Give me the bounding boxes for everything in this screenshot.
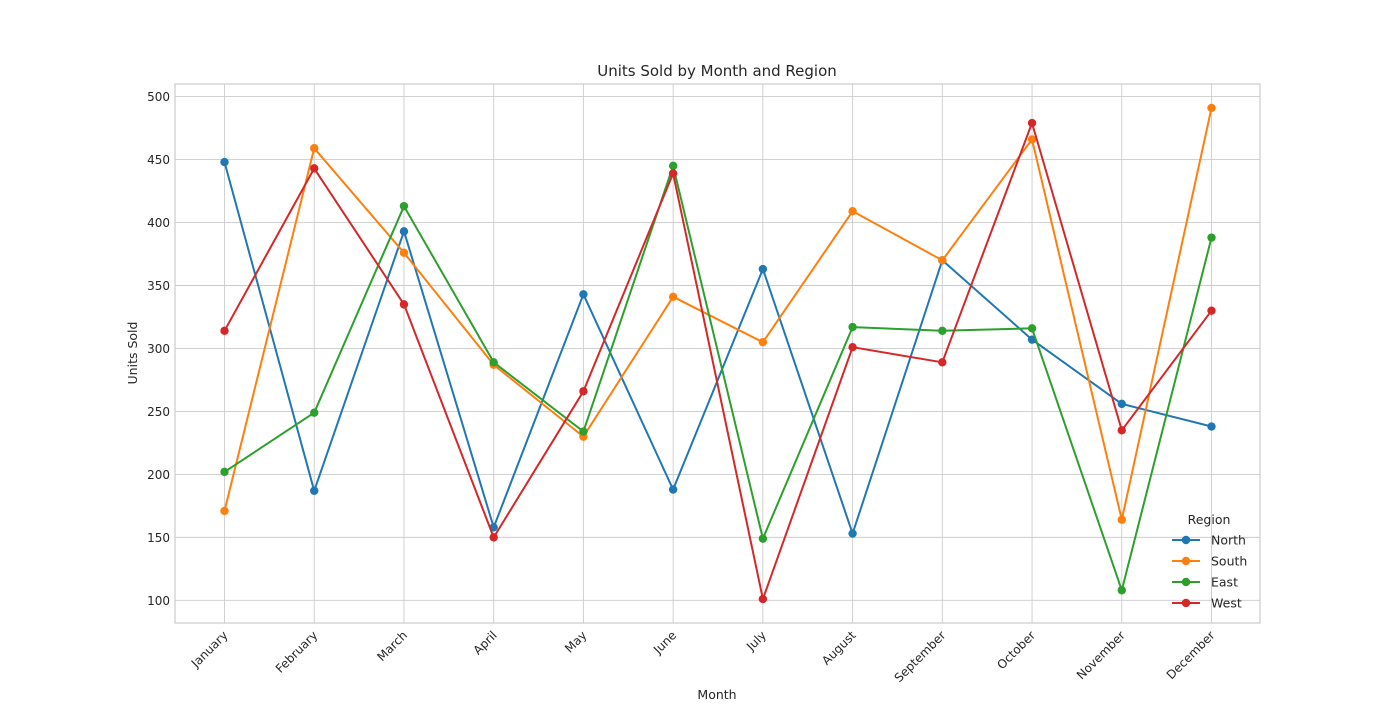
data-point bbox=[579, 427, 588, 436]
series-line bbox=[223, 164, 1213, 592]
x-tick-label: July bbox=[743, 628, 769, 654]
series-line bbox=[223, 107, 1213, 521]
data-point bbox=[1117, 426, 1126, 435]
data-point bbox=[399, 201, 409, 211]
y-tick-label: 450 bbox=[147, 153, 170, 167]
data-point bbox=[668, 161, 678, 171]
x-tick-label: March bbox=[374, 628, 410, 664]
data-point bbox=[399, 300, 409, 309]
data-point bbox=[938, 358, 947, 367]
data-point bbox=[758, 594, 768, 604]
legend-label: North bbox=[1211, 533, 1246, 548]
data-point bbox=[579, 290, 588, 299]
data-point bbox=[1027, 135, 1037, 144]
data-point bbox=[220, 467, 229, 477]
legend-label: South bbox=[1211, 554, 1247, 569]
y-axis-ticks: 100 150 200 250 300 350 400 450 500 bbox=[147, 90, 170, 608]
data-point bbox=[848, 322, 857, 332]
series-north bbox=[220, 157, 1216, 538]
x-tick-label: December bbox=[1164, 628, 1218, 682]
data-point bbox=[1027, 118, 1037, 128]
data-point bbox=[938, 326, 947, 336]
legend-item: South bbox=[1172, 554, 1247, 569]
legend-item: North bbox=[1172, 533, 1246, 548]
x-tick-label: August bbox=[819, 628, 859, 668]
legend-item: West bbox=[1172, 596, 1242, 611]
y-tick-label: 400 bbox=[147, 216, 170, 230]
x-tick-label: November bbox=[1074, 628, 1128, 682]
y-tick-label: 250 bbox=[147, 405, 170, 419]
data-point bbox=[758, 337, 768, 347]
data-point bbox=[668, 169, 678, 178]
data-point bbox=[1207, 306, 1216, 315]
legend-marker bbox=[1181, 535, 1191, 545]
plot-area bbox=[174, 83, 1261, 624]
y-tick-label: 500 bbox=[147, 90, 170, 104]
x-tick-label: October bbox=[994, 628, 1038, 672]
legend-label: East bbox=[1211, 575, 1238, 590]
legend-title: Region bbox=[1188, 512, 1231, 527]
x-tick-label: April bbox=[471, 628, 500, 657]
data-point bbox=[1117, 586, 1126, 595]
data-point bbox=[848, 206, 857, 216]
data-point bbox=[668, 292, 678, 302]
data-point bbox=[1027, 324, 1037, 333]
legend-marker bbox=[1181, 556, 1191, 566]
legend-marker bbox=[1181, 577, 1191, 587]
data-point bbox=[758, 264, 768, 274]
data-point bbox=[1207, 422, 1216, 431]
data-point bbox=[1207, 103, 1216, 113]
data-point bbox=[1117, 399, 1126, 409]
legend-marker bbox=[1181, 598, 1191, 608]
chart-title: Units Sold by Month and Region bbox=[597, 62, 837, 80]
y-tick-label: 150 bbox=[147, 531, 170, 545]
series-east bbox=[220, 161, 1216, 595]
data-point bbox=[1207, 233, 1216, 242]
series-south bbox=[220, 103, 1216, 524]
x-tick-label: September bbox=[892, 628, 949, 685]
data-point bbox=[668, 485, 678, 494]
data-point bbox=[848, 529, 857, 538]
data-point bbox=[758, 534, 768, 543]
data-point bbox=[310, 144, 319, 153]
legend-label: West bbox=[1211, 596, 1242, 611]
data-point bbox=[489, 358, 498, 367]
series-line bbox=[223, 122, 1213, 601]
y-axis-label: Units Sold bbox=[125, 322, 140, 385]
x-tick-label: May bbox=[562, 628, 589, 655]
data-point bbox=[1117, 515, 1126, 524]
data-point bbox=[399, 248, 409, 257]
y-tick-label: 200 bbox=[147, 468, 170, 482]
data-point bbox=[220, 157, 229, 167]
x-axis-label: Month bbox=[697, 687, 736, 700]
series-west bbox=[220, 118, 1216, 604]
data-point bbox=[579, 387, 588, 396]
data-point bbox=[399, 227, 409, 236]
data-point bbox=[310, 408, 319, 417]
data-point bbox=[489, 533, 498, 542]
x-tick-label: February bbox=[273, 628, 321, 676]
data-point bbox=[220, 506, 229, 516]
data-point bbox=[310, 486, 319, 495]
legend-item: East bbox=[1172, 575, 1238, 590]
x-axis-ticks: January February March April May June July Augu… bbox=[188, 628, 1218, 685]
series-line bbox=[223, 161, 1212, 535]
y-tick-label: 350 bbox=[147, 279, 170, 293]
data-point bbox=[938, 256, 947, 265]
series-layer bbox=[220, 103, 1216, 604]
y-tick-label: 100 bbox=[147, 594, 170, 608]
data-point bbox=[220, 326, 229, 336]
legend: Region North South East West bbox=[1172, 512, 1247, 611]
y-tick-label: 300 bbox=[147, 342, 170, 356]
x-tick-label: January bbox=[188, 628, 231, 671]
data-point bbox=[310, 164, 319, 173]
x-tick-label: June bbox=[650, 628, 679, 657]
data-point bbox=[848, 343, 857, 352]
